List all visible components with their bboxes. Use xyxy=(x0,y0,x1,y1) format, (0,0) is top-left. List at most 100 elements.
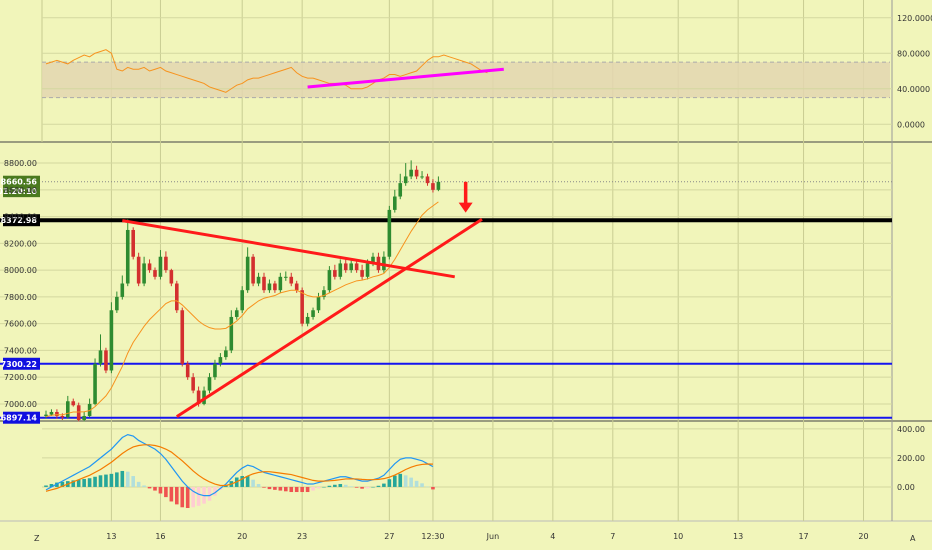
candle xyxy=(87,398,92,418)
price-tag-label: 8660.56 xyxy=(1,178,38,187)
candle xyxy=(104,347,108,374)
candle xyxy=(120,275,125,300)
macd-histogram-bar xyxy=(278,486,283,491)
macd-histogram-bar xyxy=(175,486,179,505)
candle-body xyxy=(387,209,392,257)
price-tag: 8372.98 xyxy=(1,214,40,227)
macd-histogram-bar xyxy=(71,480,76,487)
candle xyxy=(66,395,70,419)
price-tag-label: 6897.14 xyxy=(1,414,38,423)
candle-body xyxy=(49,411,54,415)
candle xyxy=(55,409,59,419)
candle-body xyxy=(240,290,244,311)
candle xyxy=(343,259,348,273)
macd-histogram-bar xyxy=(76,479,81,487)
candle-body xyxy=(409,169,413,177)
candle xyxy=(256,272,261,287)
candle xyxy=(398,173,403,200)
candle-body xyxy=(327,270,332,291)
price-tag: 8660.56 xyxy=(1,175,40,188)
candle-body xyxy=(115,296,119,311)
candle xyxy=(305,312,310,327)
candle-body xyxy=(142,263,146,284)
candle-body xyxy=(196,390,201,404)
price-tag: 7300.22 xyxy=(1,357,40,370)
candle-body xyxy=(414,169,419,177)
candle xyxy=(436,176,441,192)
macd-signal-line xyxy=(45,444,433,492)
candle xyxy=(191,373,195,394)
macd-y-tick-label: 200.00 xyxy=(897,454,925,463)
price-tag-box xyxy=(3,214,40,227)
macd-histogram-bar xyxy=(365,486,370,489)
candle-body xyxy=(311,310,315,317)
candle-body xyxy=(66,401,70,418)
autoscale-label[interactable]: A xyxy=(910,534,916,543)
candle xyxy=(115,291,119,313)
macd-histogram-bar xyxy=(284,486,288,492)
candle-body xyxy=(305,316,310,324)
candle-body xyxy=(87,403,92,416)
macd-histogram-bar xyxy=(93,476,97,487)
candle-body xyxy=(147,263,152,271)
candle-body xyxy=(218,357,223,364)
x-tick-label: 27 xyxy=(384,532,394,541)
macd-histogram-bar xyxy=(371,486,375,488)
candle-body xyxy=(131,229,135,257)
candle-body xyxy=(120,283,125,297)
macd-histogram-bar xyxy=(300,486,304,493)
macd-histogram-bar xyxy=(354,486,359,488)
x-tick-label: 13 xyxy=(733,532,743,541)
candle-body xyxy=(180,310,185,364)
macd-histogram-bar xyxy=(164,486,168,498)
macd-histogram-bar xyxy=(142,485,146,487)
candle xyxy=(349,259,353,273)
candle-body xyxy=(251,256,255,284)
price-tag-box xyxy=(3,175,40,188)
candle xyxy=(420,171,424,180)
rsi-trendline xyxy=(307,67,504,89)
footer: Z A xyxy=(34,534,916,543)
price-tag: 6897.14 xyxy=(1,411,40,424)
candle xyxy=(425,173,430,186)
candle-body xyxy=(185,363,190,378)
candle xyxy=(224,346,228,360)
candle-body xyxy=(207,377,212,391)
candle xyxy=(338,259,343,280)
macd-histogram-bar xyxy=(55,482,59,487)
macd-y-tick-label: 0.00 xyxy=(897,483,915,492)
macd-histogram-bar xyxy=(267,486,272,490)
macd-histogram-bar xyxy=(153,486,157,491)
macd-histogram-bar xyxy=(125,471,130,487)
price-trendline xyxy=(122,219,456,279)
candle-body xyxy=(175,283,179,311)
candle xyxy=(300,287,304,327)
candle xyxy=(278,272,283,293)
candle-body xyxy=(55,411,59,416)
candle-body xyxy=(284,276,288,278)
candle-body xyxy=(213,363,217,378)
candle-body xyxy=(60,415,65,418)
candle xyxy=(387,205,392,260)
candle-body xyxy=(82,415,86,420)
price-y-tick-label: 8600.00 xyxy=(4,186,37,195)
x-tick-label: 7 xyxy=(610,532,615,541)
candle-body xyxy=(316,296,321,311)
macd-histogram-bar xyxy=(147,486,152,489)
candle xyxy=(316,292,321,313)
rsi-y-tick-label: 0.0000 xyxy=(897,120,925,129)
candle-body xyxy=(403,176,408,184)
macd-histogram-bar xyxy=(245,476,250,487)
macd-histogram-bar xyxy=(403,475,408,487)
macd-histogram-bar xyxy=(349,486,353,487)
candle-body xyxy=(338,263,343,277)
price-tag-label: 8372.98 xyxy=(1,216,38,225)
rsi-band xyxy=(42,62,890,98)
macd-histogram-bar xyxy=(169,486,174,502)
macd-histogram-bar xyxy=(251,479,255,487)
candle xyxy=(109,302,114,374)
candle-body xyxy=(262,276,266,291)
x-tick-label: 20 xyxy=(858,532,868,541)
timezone-label[interactable]: Z xyxy=(34,534,40,543)
